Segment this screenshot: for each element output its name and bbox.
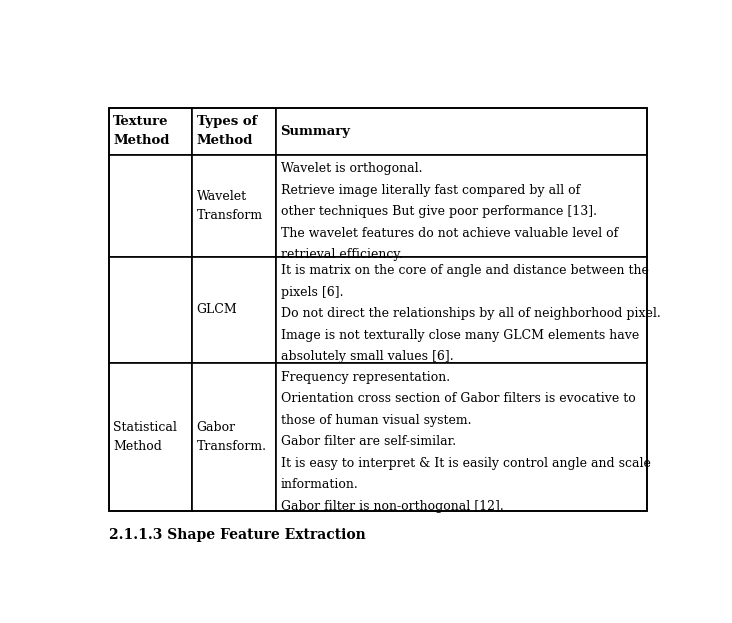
Bar bbox=[108, 108, 192, 155]
Bar bbox=[192, 155, 275, 257]
Text: Statistical
Method: Statistical Method bbox=[113, 421, 177, 453]
Text: Gabor
Transform.: Gabor Transform. bbox=[197, 421, 266, 453]
Text: Summary: Summary bbox=[280, 125, 350, 138]
Bar bbox=[275, 257, 648, 363]
Text: It is matrix on the core of angle and distance between the
pixels [6].
Do not di: It is matrix on the core of angle and di… bbox=[280, 264, 660, 363]
Bar bbox=[108, 108, 648, 511]
Text: Types of
Method: Types of Method bbox=[197, 115, 257, 148]
Bar bbox=[192, 108, 275, 155]
Bar bbox=[275, 363, 648, 511]
Bar bbox=[108, 155, 192, 257]
Bar bbox=[192, 363, 275, 511]
Text: Wavelet
Transform: Wavelet Transform bbox=[197, 189, 263, 222]
Text: GLCM: GLCM bbox=[197, 303, 237, 316]
Bar bbox=[192, 257, 275, 363]
Text: Wavelet is orthogonal.
Retrieve image literally fast compared by all of
other te: Wavelet is orthogonal. Retrieve image li… bbox=[280, 163, 618, 261]
Text: Frequency representation.
Orientation cross section of Gabor filters is evocativ: Frequency representation. Orientation cr… bbox=[280, 371, 651, 513]
Bar bbox=[108, 257, 192, 363]
Text: 2.1.1.3 Shape Feature Extraction: 2.1.1.3 Shape Feature Extraction bbox=[108, 528, 365, 542]
Text: Texture
Method: Texture Method bbox=[113, 115, 169, 148]
Bar bbox=[275, 155, 648, 257]
Bar bbox=[275, 108, 648, 155]
Bar bbox=[108, 363, 192, 511]
